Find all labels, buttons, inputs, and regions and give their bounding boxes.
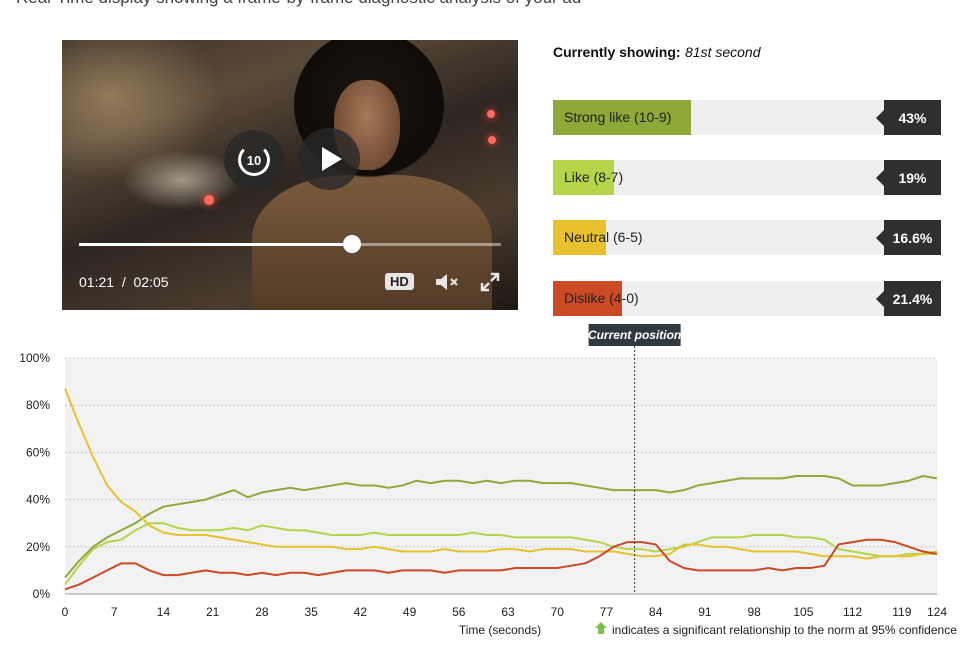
x-tick-label: 28 (255, 605, 269, 619)
currently-showing-label: Currently showing: (553, 44, 681, 60)
x-tick-label: 7 (111, 605, 118, 619)
x-axis-ticks: 0 7 14 21 28 35 42 49 56 63 70 77 84 91 98 105 112 119 124 (62, 605, 948, 619)
breakdown-percent: 19% (876, 160, 941, 195)
x-tick-label: 56 (452, 605, 466, 619)
scrub-bar[interactable] (79, 235, 501, 253)
x-tick-label: 77 (600, 605, 614, 619)
current-position-tag (588, 324, 681, 346)
response-line-chart: 0% 20% 40% 60% 80% 100% 0 7 14 21 28 35 42 49 56 63 70 7… (19, 324, 957, 637)
play-button[interactable] (298, 128, 360, 190)
current-time: 01:21 (79, 274, 115, 290)
video-frame-light (487, 110, 495, 118)
mute-icon[interactable] (434, 272, 460, 292)
play-icon (321, 147, 342, 171)
rewind-10-icon: 10 (238, 144, 270, 176)
time-readout: 01:21 / 02:05 (79, 274, 169, 290)
breakdown-bar-fill (553, 220, 607, 255)
x-tick-label: 42 (354, 605, 368, 619)
video-frame-light (488, 136, 496, 144)
y-tick-label: 0% (33, 587, 51, 601)
series-line (64, 388, 937, 560)
x-tick-label: 112 (843, 605, 862, 619)
gridlines (65, 357, 937, 595)
x-axis-label: Time (seconds) (459, 623, 541, 637)
video-frame-sign (122, 150, 242, 210)
series-line (64, 538, 938, 591)
breakdown-row: Strong like (10-9) 43% (553, 100, 941, 135)
x-tick-label: 84 (649, 605, 663, 619)
y-tick-label: 40% (26, 493, 50, 507)
time-separator: / (121, 274, 126, 290)
current-position-label: Current position (588, 328, 681, 342)
hd-button[interactable]: HD (385, 273, 414, 290)
x-tick-label: 21 (206, 605, 220, 619)
x-tick-label: 91 (698, 605, 712, 619)
page-subtitle: Real-Time display showing a frame-by-fra… (16, 0, 581, 8)
breakdown-label: Dislike (4-0) (564, 290, 639, 306)
y-tick-label: 80% (26, 398, 50, 412)
y-tick-label: 60% (26, 445, 50, 459)
y-tick-label: 100% (19, 351, 50, 365)
breakdown-bar-fill (553, 100, 692, 135)
breakdown-bar-fill (553, 160, 615, 195)
legend-note: indicates a significant relationship to … (612, 623, 957, 637)
x-tick-label: 105 (793, 605, 813, 619)
scrub-handle[interactable] (343, 235, 362, 253)
y-tick-label: 20% (26, 540, 50, 554)
breakdown-percent: 21.4% (876, 281, 941, 316)
breakdown-label: Like (8-7) (564, 169, 624, 185)
breakdown-percent: 16.6% (876, 220, 941, 255)
scrub-progress (79, 243, 353, 246)
x-tick-label: 98 (747, 605, 761, 619)
x-tick-label: 63 (501, 605, 515, 619)
breakdown-row: Neutral (6-5) 16.6% (553, 220, 941, 255)
x-tick-label: 35 (304, 605, 318, 619)
series-line (64, 522, 938, 586)
up-arrow-icon (595, 622, 607, 634)
breakdown-percent: 43% (876, 100, 941, 135)
breakdown-label: Neutral (6-5) (564, 229, 643, 245)
rewind-10-button[interactable]: 10 (224, 130, 284, 190)
series-lines (64, 388, 938, 591)
fullscreen-icon[interactable] (478, 270, 502, 294)
breakdown-bar-fill (553, 281, 622, 316)
video-player[interactable]: 10 01:21 / 02:05 HD (62, 40, 518, 310)
breakdown-row: Like (8-7) 19% (553, 160, 941, 195)
rewind-10-label: 10 (246, 152, 262, 168)
video-frame-light (204, 195, 214, 205)
x-tick-label: 70 (551, 605, 565, 619)
x-tick-label: 119 (892, 605, 911, 619)
y-axis-ticks: 0% 20% 40% 60% 80% 100% (19, 351, 50, 601)
x-tick-label: 124 (927, 605, 947, 619)
series-line (64, 475, 938, 579)
duration: 02:05 (133, 274, 169, 290)
video-frame-person-coat (252, 175, 492, 310)
breakdown-row: Dislike (4-0) 21.4% (553, 281, 941, 316)
x-tick-label: 49 (403, 605, 417, 619)
currently-showing-value: 81st second (685, 44, 761, 60)
x-tick-label: 0 (62, 605, 69, 619)
x-tick-label: 14 (157, 605, 171, 619)
breakdown-label: Strong like (10-9) (564, 109, 672, 125)
